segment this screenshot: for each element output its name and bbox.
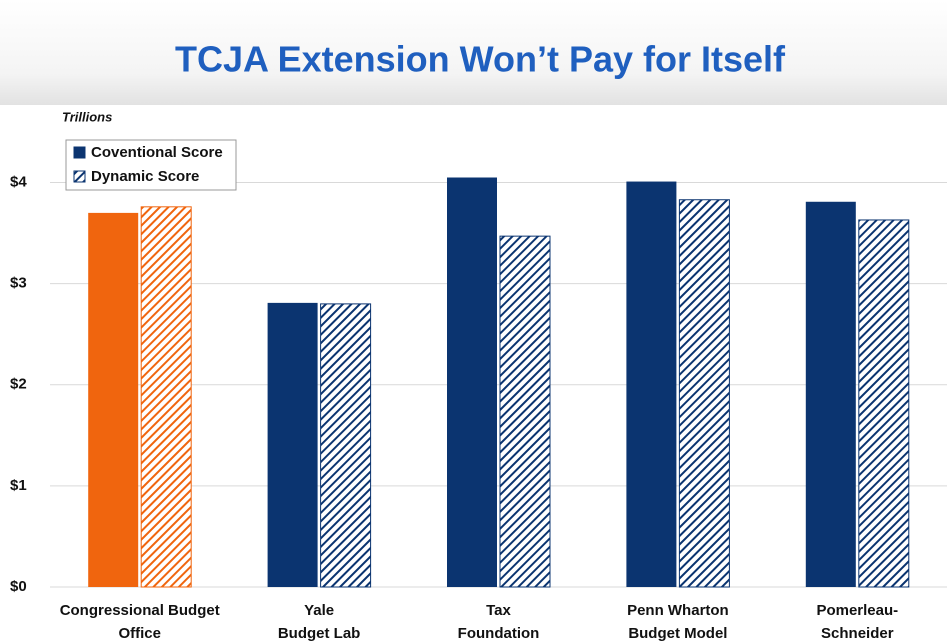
x-tick-label: Pomerleau-: [816, 602, 898, 619]
chart-title: TCJA Extension Won’t Pay for Itself: [175, 39, 786, 80]
x-tick-label: Yale: [304, 602, 334, 619]
legend-box: [65, 139, 237, 191]
x-tick-label: Foundation: [458, 625, 540, 642]
bar: [267, 302, 318, 587]
y-tick-label: $4: [10, 174, 27, 191]
x-tick-label: Penn Wharton: [627, 602, 729, 619]
bar: [140, 206, 192, 588]
bar: [678, 199, 730, 588]
legend-label: Dynamic Score: [91, 168, 199, 185]
legend-label: Coventional Score: [91, 144, 223, 161]
x-tick-label: Congressional Budget: [60, 602, 220, 619]
legend-swatch: [73, 170, 86, 183]
y-tick-label: $1: [10, 477, 27, 494]
x-tick-label: Budget Lab: [278, 625, 361, 642]
y-axis-label: Trillions: [62, 109, 112, 124]
bar: [447, 177, 497, 587]
x-tick-label: Office: [118, 625, 161, 642]
bar: [320, 303, 372, 588]
bar: [499, 235, 551, 588]
y-tick-label: $3: [10, 275, 27, 292]
bar: [88, 212, 139, 587]
title-band: [0, 0, 947, 105]
y-tick-label: $2: [10, 376, 27, 393]
y-tick-label: $0: [10, 578, 27, 595]
bar: [858, 219, 910, 588]
x-tick-label: Tax: [486, 602, 511, 619]
x-tick-label: Schneider: [821, 625, 894, 642]
x-tick-label: Budget Model: [628, 625, 727, 642]
bar: [626, 181, 677, 588]
bar: [805, 201, 856, 587]
legend-swatch: [73, 146, 86, 159]
